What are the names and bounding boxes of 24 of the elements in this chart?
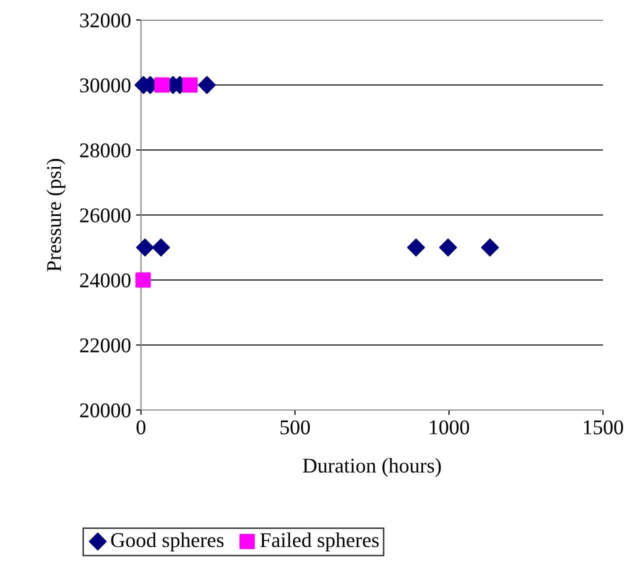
y-tick-label: 28000 (80, 143, 130, 158)
y-tick-label: 30000 (80, 78, 130, 92)
x-tick-label: 500 (280, 420, 310, 434)
point (136, 238, 154, 256)
legend-label: Failed spheres (260, 532, 379, 552)
y-tick-label: 22000 (80, 338, 130, 352)
x-axis-title: Duration (hours) (302, 458, 441, 477)
x-tick-label: 0 (136, 420, 146, 434)
y-tick-label: 32000 (80, 13, 130, 28)
point (152, 238, 170, 256)
y-tick-label: 20000 (80, 403, 130, 418)
y-tick-label: 24000 (80, 273, 130, 288)
point (154, 77, 170, 93)
point (407, 238, 425, 256)
y-axis-title: Pressure (psi) (46, 158, 66, 272)
y-tick-label: 26000 (80, 208, 130, 222)
point (136, 272, 151, 288)
point (198, 76, 216, 94)
x-tick-label: 1500 (584, 420, 624, 434)
x-tick-label: 1000 (430, 420, 470, 434)
point (439, 238, 457, 256)
point (182, 77, 198, 93)
legend-label: Good spheres (111, 532, 224, 552)
point (481, 238, 499, 256)
